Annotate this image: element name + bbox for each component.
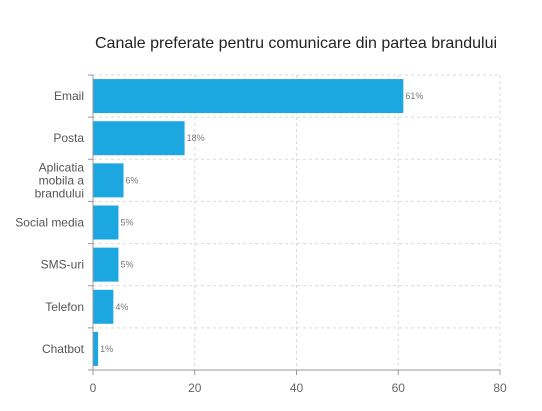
bar [93, 163, 124, 198]
x-tick-label: 40 [290, 381, 304, 395]
x-tick-label: 80 [493, 381, 507, 395]
x-tick-label: 0 [90, 381, 97, 395]
category-label: Social media [15, 216, 84, 230]
category-label: Posta [53, 131, 84, 145]
label-layer: 61% Email 18% Posta 6% Aplicatia mobila a brand… [15, 89, 423, 356]
axis-layer: 0 20 40 60 80 [88, 74, 507, 395]
data-label: 61% [405, 91, 423, 101]
x-tick-label: 60 [392, 381, 406, 395]
data-label: 4% [115, 302, 128, 312]
grid-layer [93, 74, 501, 370]
bar [93, 205, 119, 240]
category-label: Chatbot [42, 342, 85, 356]
bar [93, 331, 99, 366]
x-tick-label: 20 [188, 381, 202, 395]
data-label: 5% [120, 218, 133, 228]
category-label: Email [54, 89, 84, 103]
category-label: SMS-uri [41, 258, 84, 272]
bar [93, 247, 119, 282]
bar [93, 121, 185, 156]
data-label: 5% [120, 260, 133, 270]
bar [93, 289, 114, 324]
category-label: Aplicatia mobila a brandului [35, 160, 85, 200]
data-label: 1% [100, 344, 113, 354]
data-label: 18% [187, 133, 205, 143]
chart-title: Canale preferate pentru comunicare din p… [95, 35, 497, 52]
category-label: Telefon [45, 300, 84, 314]
bar [93, 79, 404, 114]
bar-layer [93, 79, 404, 366]
data-label: 6% [126, 175, 139, 185]
